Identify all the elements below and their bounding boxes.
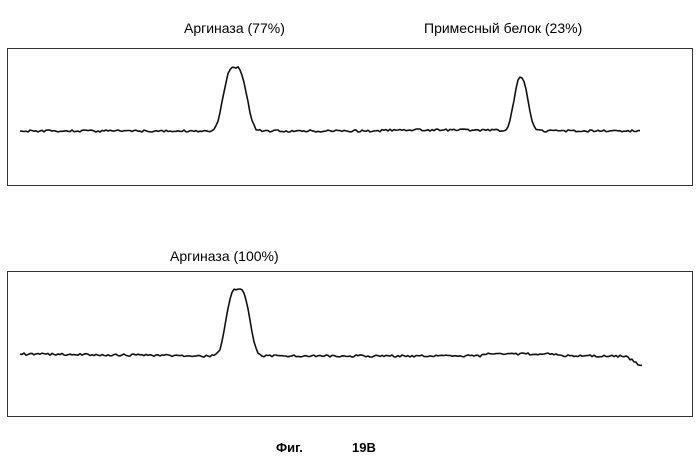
chromatogram-trace-bottom <box>20 289 642 365</box>
chromatogram-trace-top <box>20 67 640 132</box>
